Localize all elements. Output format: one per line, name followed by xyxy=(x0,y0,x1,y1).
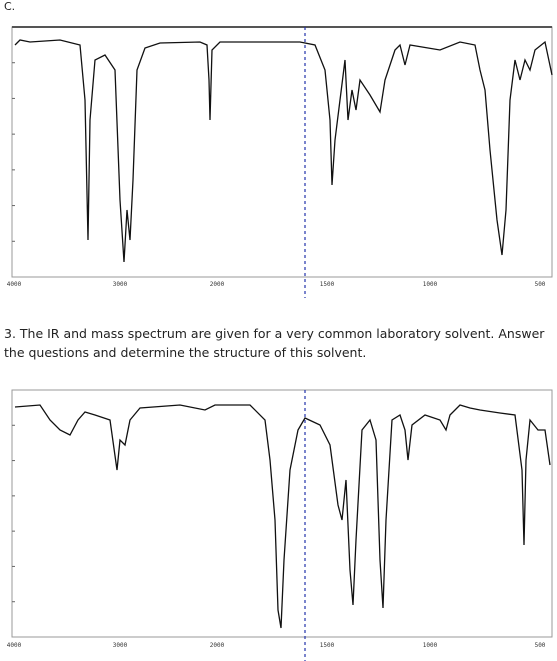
x-tick-label: 1500 xyxy=(320,642,335,649)
spectrum-1 xyxy=(11,26,553,298)
x-tick-label: 2000 xyxy=(210,281,225,288)
x-tick-label: 4000 xyxy=(7,281,22,288)
x-tick-label: 2000 xyxy=(210,642,225,649)
x-tick-label: 1500 xyxy=(320,281,335,288)
x-tick-label: 1000 xyxy=(423,642,438,649)
x-tick-label: 4000 xyxy=(7,642,22,649)
frame xyxy=(11,389,553,638)
spectrum-trace xyxy=(14,404,551,629)
frame xyxy=(11,26,553,278)
x-tick-label: 500 xyxy=(535,642,546,649)
x-tick-label: 1000 xyxy=(423,281,438,288)
x-tick-label: 3000 xyxy=(113,642,128,649)
spectrum-2 xyxy=(11,389,553,661)
x-tick-label: 3000 xyxy=(113,281,128,288)
x-tick-label: 500 xyxy=(535,281,546,288)
question-text: 3. The IR and mass spectrum are given fo… xyxy=(4,326,545,360)
spectrum-trace xyxy=(14,39,553,263)
section-label: C. xyxy=(4,0,16,13)
